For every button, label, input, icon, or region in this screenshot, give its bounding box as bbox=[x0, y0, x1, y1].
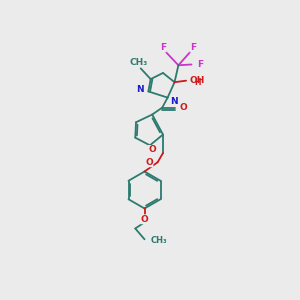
Text: F: F bbox=[197, 60, 203, 69]
Text: H: H bbox=[195, 79, 201, 88]
Text: F: F bbox=[160, 43, 166, 52]
Text: O: O bbox=[179, 103, 187, 112]
Text: O: O bbox=[145, 158, 153, 167]
Text: OH: OH bbox=[189, 76, 205, 85]
Text: O: O bbox=[148, 146, 156, 154]
Text: CH₃: CH₃ bbox=[130, 58, 148, 67]
Text: N: N bbox=[170, 97, 178, 106]
Text: O: O bbox=[141, 215, 148, 224]
Text: N: N bbox=[136, 85, 144, 94]
Text: CH₃: CH₃ bbox=[151, 236, 167, 245]
Text: F: F bbox=[190, 43, 196, 52]
